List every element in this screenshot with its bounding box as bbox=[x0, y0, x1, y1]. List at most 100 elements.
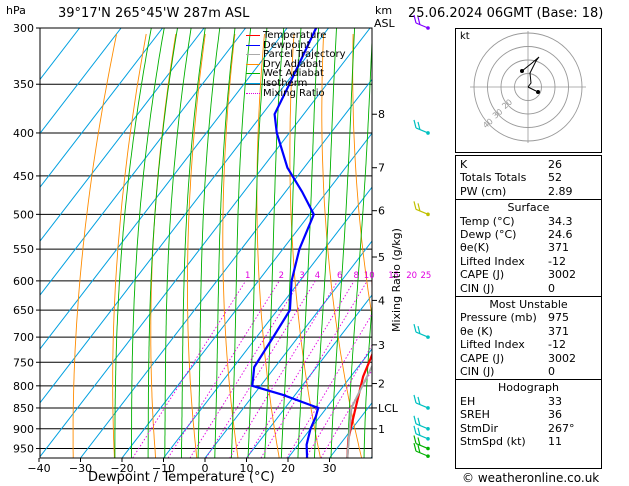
legend-label: Isotherm bbox=[263, 77, 308, 89]
index-value: 2.89 bbox=[548, 184, 573, 198]
dry-adiabat bbox=[619, 34, 629, 458]
section-title: Hodograph bbox=[498, 381, 559, 395]
index-name: SREH bbox=[460, 408, 490, 422]
index-value: -12 bbox=[548, 254, 566, 268]
dry-adiabat bbox=[186, 33, 206, 458]
alt-unit-km: km bbox=[375, 4, 393, 17]
dry-adiabat bbox=[150, 33, 177, 458]
section-title: Surface bbox=[507, 201, 550, 215]
legend-swatch bbox=[246, 82, 260, 84]
index-value: 0 bbox=[548, 281, 555, 295]
dry-adiabat bbox=[112, 33, 147, 458]
legend-label: Dry Adiabat bbox=[263, 58, 323, 70]
index-name: PW (cm) bbox=[460, 184, 507, 198]
wet-adiabat bbox=[247, 28, 268, 458]
x-tick-label: −30 bbox=[69, 462, 92, 475]
wet-adiabat bbox=[363, 299, 372, 458]
temperature-line bbox=[346, 277, 372, 458]
index-name: StmSpd (kt) bbox=[460, 435, 526, 448]
km-label: LCL bbox=[378, 402, 399, 415]
wind-barb-dot bbox=[426, 426, 430, 431]
legend-label: Mixing Ratio bbox=[263, 87, 325, 99]
mixing-ratio-label: 15 bbox=[388, 271, 399, 281]
km-label: 3 bbox=[378, 339, 385, 352]
km-label: 6 bbox=[378, 205, 385, 218]
y-tick-label: 650 bbox=[13, 304, 34, 317]
mixing-ratio-line bbox=[305, 344, 372, 458]
km-label: 2 bbox=[378, 378, 385, 391]
y-tick-label: 950 bbox=[13, 443, 34, 456]
isotherm bbox=[163, 186, 372, 458]
y-tick-label: 500 bbox=[13, 208, 34, 221]
table-divider bbox=[456, 296, 601, 297]
mixing-ratio-label: 8 bbox=[353, 271, 358, 281]
index-name: Lifted Index bbox=[460, 338, 525, 352]
y-tick-label: 300 bbox=[13, 22, 34, 35]
index-value: 33 bbox=[548, 394, 562, 408]
legend-swatch bbox=[246, 92, 260, 94]
dewpoint-line bbox=[251, 28, 320, 458]
index-value: 24.6 bbox=[548, 228, 573, 241]
index-value: 36 bbox=[548, 408, 562, 422]
index-name: Totals Totals bbox=[460, 171, 527, 185]
index-name: StmDir bbox=[460, 421, 499, 435]
legend-label: Wet Adiabat bbox=[263, 68, 324, 80]
km-label: 4 bbox=[378, 294, 385, 307]
legend-swatch bbox=[246, 54, 260, 56]
index-value: 11 bbox=[548, 435, 562, 448]
legend-label: Temperature bbox=[263, 30, 327, 41]
dry-adiabat bbox=[72, 33, 118, 458]
index-value: 0 bbox=[548, 365, 555, 378]
wind-barb bbox=[413, 14, 429, 29]
x-tick-label: 30 bbox=[323, 462, 337, 475]
mixing-ratio-label: 25 bbox=[420, 271, 431, 281]
index-value: 371 bbox=[548, 241, 569, 255]
dry-adiabat bbox=[352, 33, 372, 319]
index-value: 52 bbox=[548, 171, 562, 185]
datetime-title: 25.06.2024 06GMT (Base: 18) bbox=[408, 6, 604, 21]
index-name: Temp (°C) bbox=[460, 214, 515, 228]
wind-barb-dot bbox=[426, 335, 430, 339]
mixing-ratio-line bbox=[189, 280, 301, 458]
index-name: CIN (J) bbox=[460, 281, 495, 295]
y-tick-label: 850 bbox=[13, 402, 34, 415]
y-tick-label: 750 bbox=[13, 356, 34, 369]
index-name: Dewp (°C) bbox=[460, 228, 517, 241]
index-name: CAPE (J) bbox=[460, 351, 505, 365]
hodograph-storm bbox=[527, 86, 537, 92]
copyright-text: © weatheronline.co.uk bbox=[462, 471, 600, 485]
legend-label: Parcel Trajectory bbox=[263, 49, 346, 61]
isotherm bbox=[121, 132, 372, 458]
wet-adiabat bbox=[180, 28, 206, 458]
legend-swatch bbox=[246, 63, 260, 65]
index-name: Pressure (mb) bbox=[460, 311, 537, 325]
wet-adiabat bbox=[264, 28, 285, 458]
wind-barb-dot bbox=[426, 131, 430, 135]
km-label: 8 bbox=[378, 108, 385, 121]
index-value: 34.3 bbox=[548, 214, 573, 228]
index-name: CAPE (J) bbox=[460, 268, 505, 282]
x-tick-label: −10 bbox=[152, 462, 175, 475]
index-name: θe(K) bbox=[460, 241, 490, 255]
wet-adiabat bbox=[347, 32, 372, 458]
table-divider bbox=[456, 379, 601, 381]
wet-adiabat bbox=[147, 28, 178, 458]
x-tick-label: −20 bbox=[110, 462, 133, 475]
legend-swatch bbox=[246, 44, 260, 46]
y-tick-label: 600 bbox=[13, 275, 34, 288]
wet-adiabat bbox=[214, 28, 236, 458]
y-tick-label: 800 bbox=[13, 380, 34, 393]
y-unit-label: hPa bbox=[6, 4, 26, 17]
isotherm bbox=[287, 348, 372, 458]
hodograph-panel: kt 20 30 40 bbox=[455, 28, 602, 153]
isotherm bbox=[80, 78, 372, 458]
y-tick-label: 700 bbox=[13, 331, 34, 344]
wet-adiabat bbox=[131, 28, 165, 458]
km-label: 1 bbox=[378, 423, 385, 436]
mixing-ratio-label: 20 bbox=[406, 271, 417, 281]
mixing-ratio-line bbox=[167, 280, 280, 458]
location-title: 39°17'N 265°45'W 287m ASL bbox=[58, 6, 250, 21]
y-tick-label: 900 bbox=[13, 423, 34, 436]
km-label: 5 bbox=[378, 251, 385, 264]
